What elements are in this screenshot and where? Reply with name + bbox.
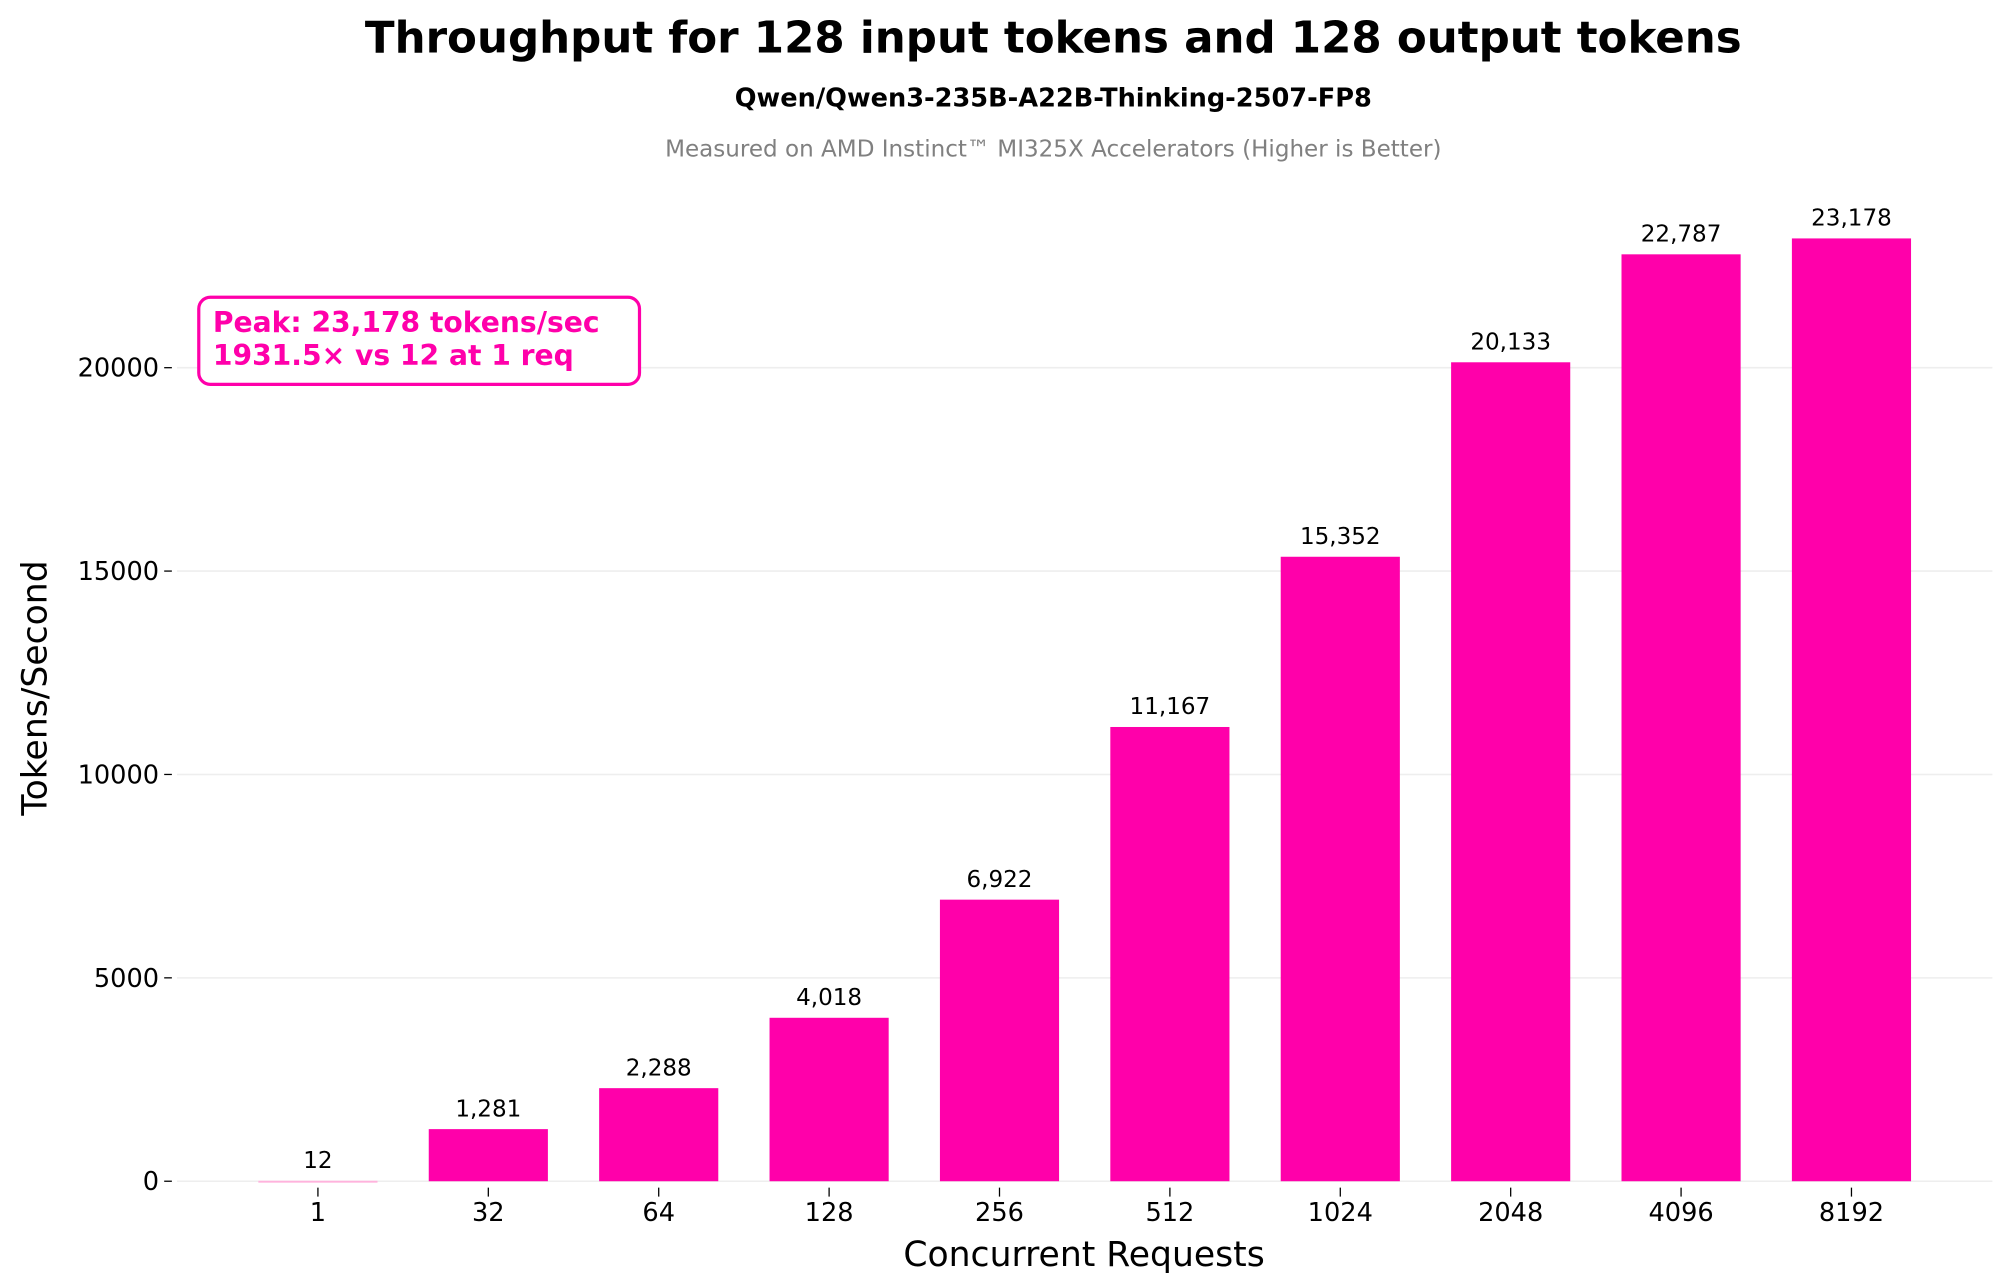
peak-annotation: Peak: 23,178 tokens/sec 1931.5× vs 12 at… (197, 295, 642, 386)
annotation-box (197, 295, 642, 386)
bar-512 (1110, 726, 1230, 1182)
bar-32 (428, 1129, 548, 1182)
annotation-line-1: Peak: 23,178 tokens/sec (213, 306, 600, 339)
value-label: 12 (303, 1148, 332, 1174)
x-tick-label: 64 (642, 1198, 675, 1228)
value-label: 4,018 (796, 985, 862, 1011)
value-label: 11,167 (1130, 694, 1211, 720)
bar-8192 (1791, 238, 1912, 1182)
chart-title: Throughput for 128 input tokens and 128 … (365, 14, 1742, 64)
bars: 12 1,281 2,288 4,018 6,922 11,167 15,352 20,133… (258, 206, 1912, 1183)
chart-caption: Measured on AMD Instinct™ MI325X Acceler… (665, 136, 1441, 162)
value-label: 15,352 (1300, 524, 1381, 550)
y-axis-ticks: 0 5000 10000 15000 20000 (78, 354, 172, 1197)
bar-256 (939, 899, 1060, 1182)
x-tick-label: 256 (975, 1198, 1024, 1228)
annotation-line-2: 1931.5× vs 12 at 1 req (213, 339, 574, 372)
y-axis-label: Tokens/Second (15, 560, 55, 816)
y-tick-label: 5000 (94, 964, 159, 994)
x-axis-ticks: 1 32 64 128 256 512 1024 2048 4096 8192 (310, 1187, 1884, 1228)
value-label: 22,787 (1641, 222, 1722, 248)
value-label: 1,281 (455, 1096, 521, 1122)
bar-1024 (1280, 556, 1400, 1182)
value-label: 6,922 (967, 867, 1033, 893)
x-tick-label: 8192 (1819, 1198, 1884, 1228)
chart-subtitle: Qwen/Qwen3-235B-A22B-Thinking-2507-FP8 (735, 83, 1372, 113)
bar-2048 (1451, 362, 1571, 1182)
x-tick-label: 512 (1145, 1198, 1194, 1228)
x-tick-label: 128 (805, 1198, 854, 1228)
bar-64 (599, 1088, 719, 1182)
x-tick-label: 1024 (1308, 1198, 1373, 1228)
value-label: 2,288 (626, 1055, 692, 1081)
bar-1 (258, 1180, 378, 1183)
x-axis-label: Concurrent Requests (903, 1235, 1264, 1275)
x-tick-label: 32 (472, 1198, 505, 1228)
x-tick-label: 1 (310, 1198, 326, 1228)
bar-128 (769, 1017, 889, 1182)
value-label: 23,178 (1811, 206, 1892, 232)
x-tick-label: 4096 (1648, 1198, 1713, 1228)
y-tick-label: 0 (143, 1167, 159, 1197)
x-tick-label: 2048 (1478, 1198, 1543, 1228)
bar-4096 (1621, 254, 1741, 1182)
y-tick-label: 20000 (78, 354, 159, 384)
value-label: 20,133 (1470, 329, 1551, 355)
y-tick-label: 15000 (78, 557, 159, 587)
y-tick-label: 10000 (78, 760, 159, 790)
